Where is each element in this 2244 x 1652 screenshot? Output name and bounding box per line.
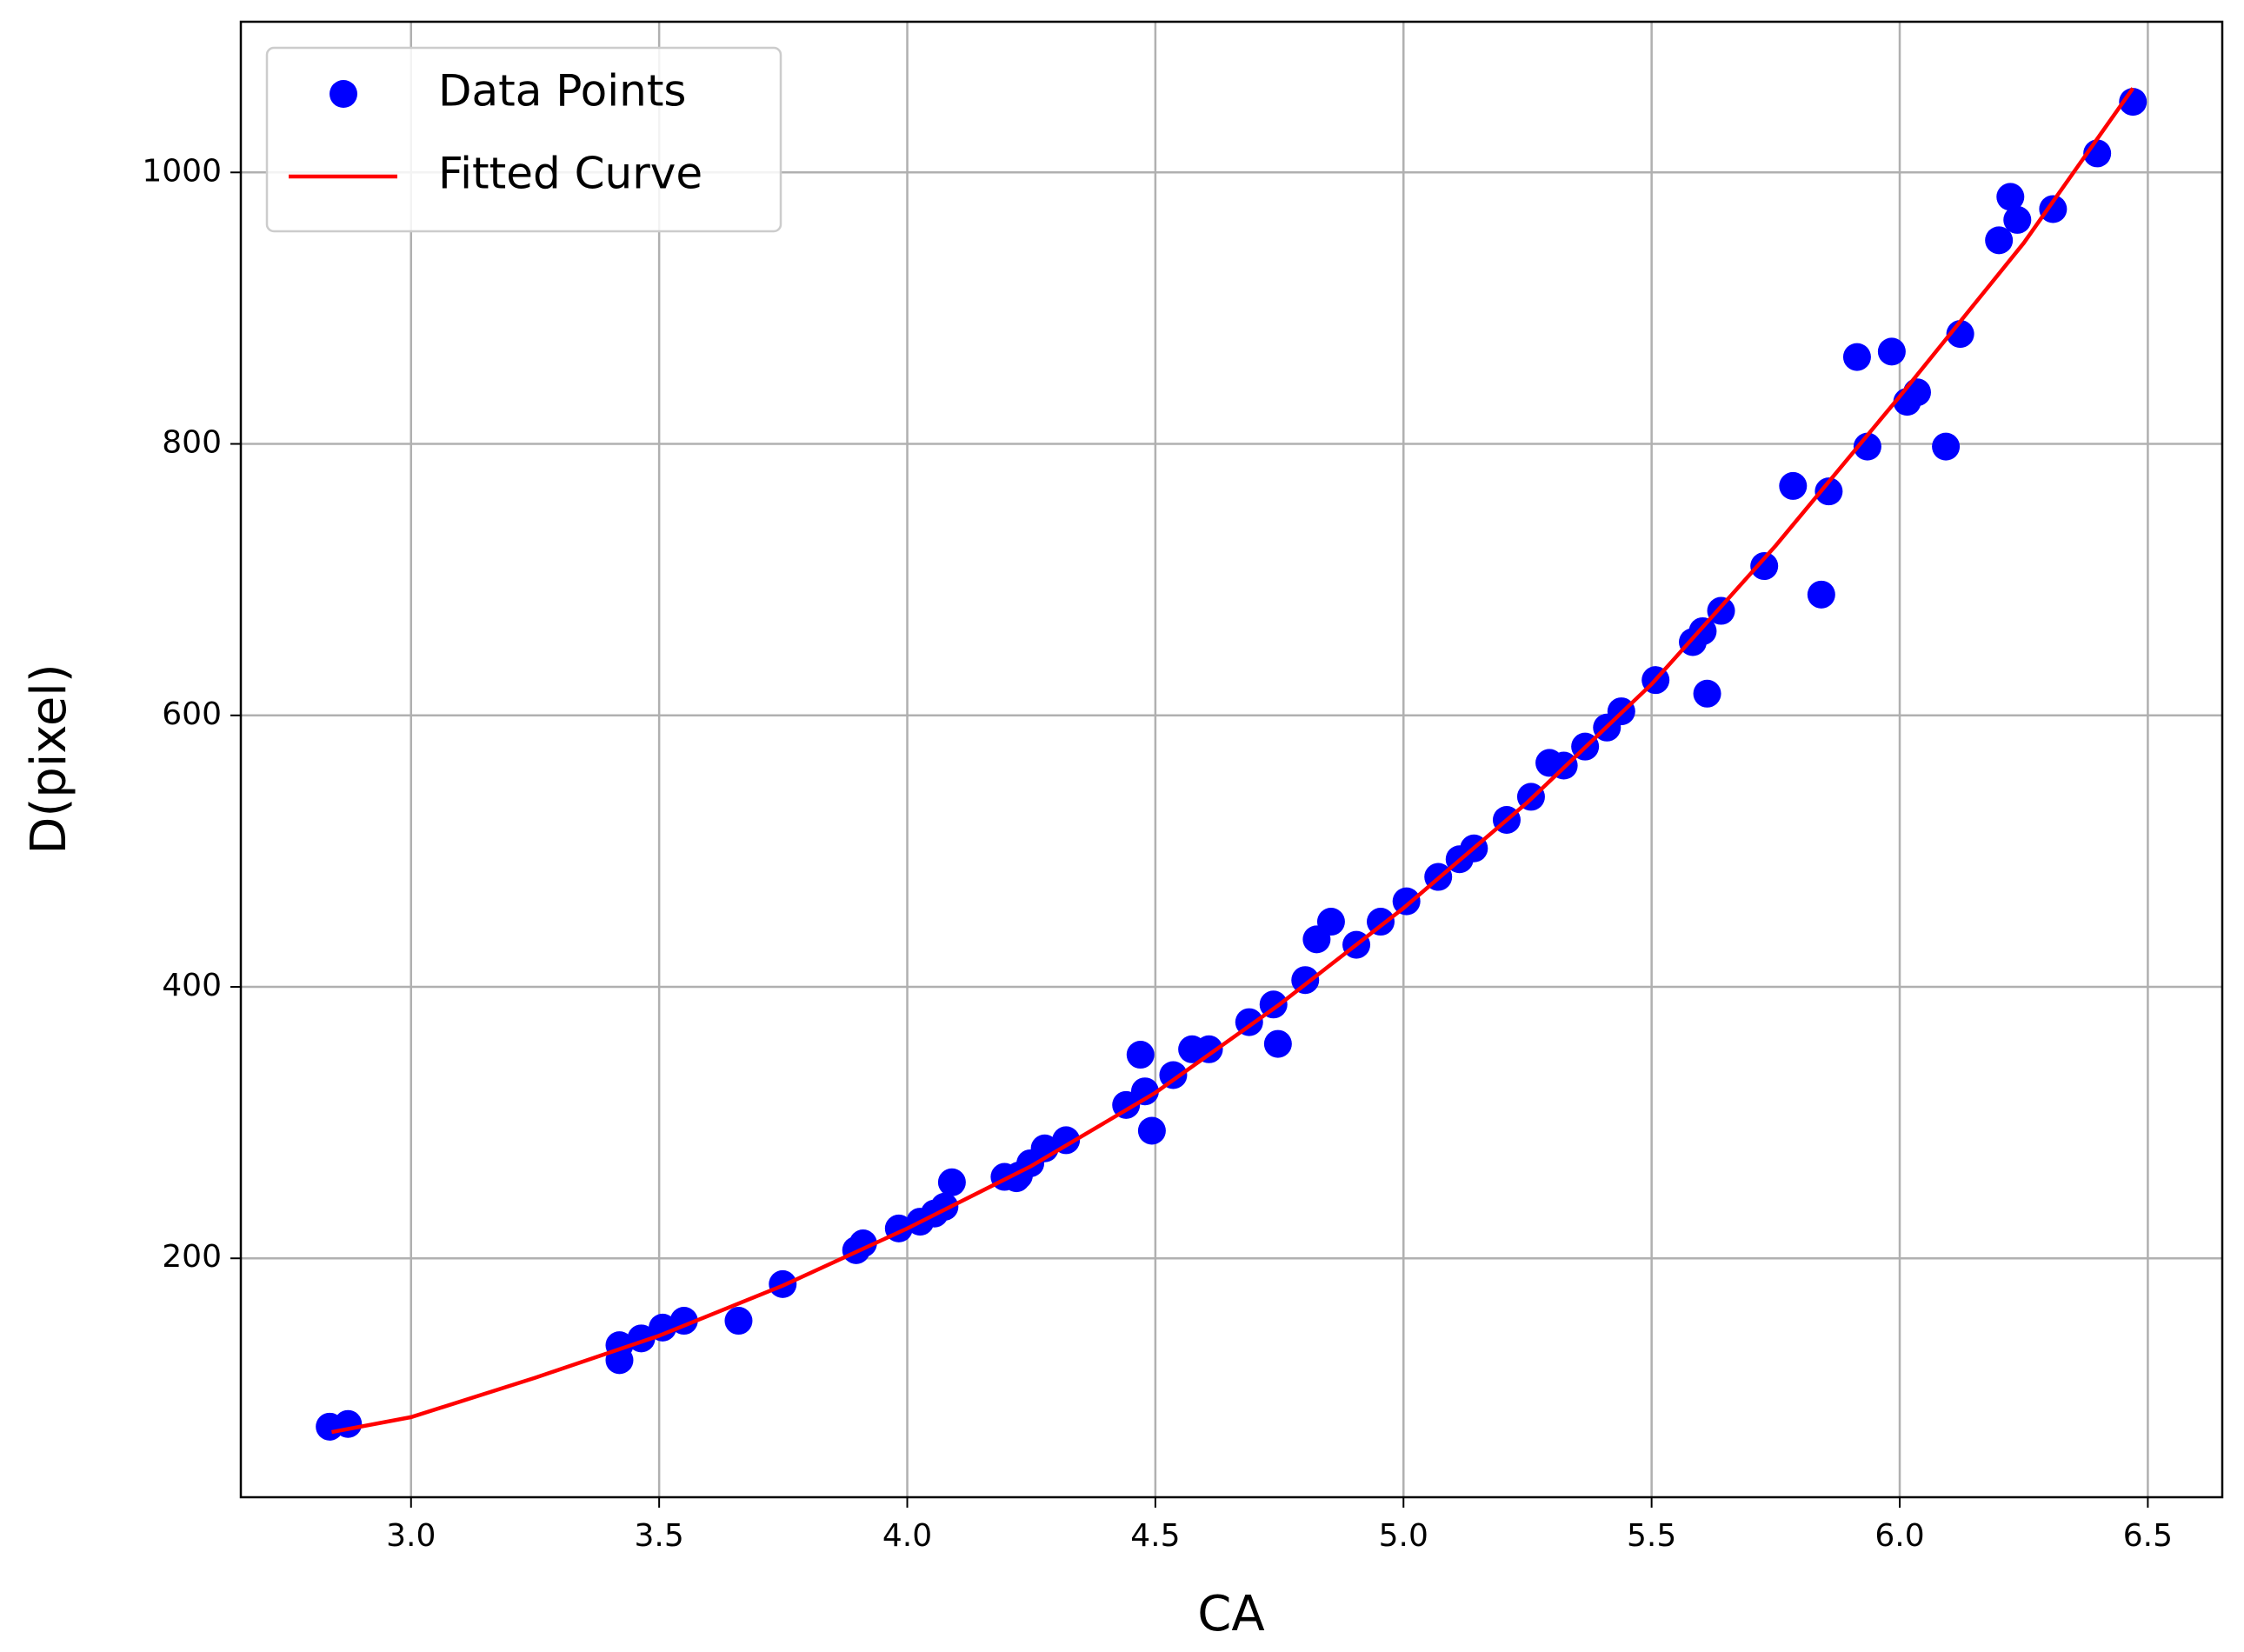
data-point: [1195, 1035, 1223, 1063]
data-point: [1392, 887, 1421, 916]
data-point: [1842, 343, 1871, 371]
y-tick-label: 600: [162, 696, 222, 732]
y-tick-label: 1000: [142, 153, 222, 189]
data-point: [1877, 337, 1906, 366]
x-tick-label: 6.0: [1874, 1518, 1924, 1554]
data-point: [724, 1307, 753, 1336]
x-tick-label: 4.5: [1130, 1518, 1180, 1554]
data-point: [1902, 378, 1931, 407]
data-point: [1985, 226, 2014, 255]
data-point: [1052, 1126, 1081, 1155]
fitted-line: [331, 87, 2135, 1435]
x-tick-label: 3.0: [386, 1518, 436, 1554]
legend-box: [265, 46, 782, 233]
data-point: [937, 1168, 966, 1196]
legend-label: Data Points: [438, 66, 686, 117]
plot-frame: [239, 20, 2224, 1499]
data-point: [1707, 596, 1735, 625]
data-point: [1807, 580, 1835, 609]
legend-label: Fitted Curve: [438, 149, 702, 199]
x-tick-label: 5.5: [1627, 1518, 1676, 1554]
data-point: [1130, 1077, 1159, 1106]
data-point: [1693, 679, 1721, 708]
data-point: [1932, 432, 1961, 461]
data-point: [1815, 477, 1843, 506]
data-point: [1853, 432, 1881, 461]
data-point: [1159, 1061, 1188, 1089]
data-point: [1137, 1116, 1166, 1145]
y-tick-label: 800: [162, 425, 222, 461]
data-point: [1367, 908, 1395, 936]
data-point: [1316, 908, 1345, 936]
legend-marker: [330, 80, 357, 108]
x-tick-label: 6.5: [2123, 1518, 2173, 1554]
data-point: [1996, 183, 2025, 211]
data-point: [1946, 320, 1974, 349]
data-point: [1291, 966, 1320, 995]
plot-area: [316, 87, 2147, 1441]
data-point: [334, 1409, 363, 1438]
y-tick-label: 200: [162, 1239, 222, 1275]
data-point: [649, 1313, 677, 1342]
y-axis-label: D(pixel): [21, 663, 77, 854]
data-point: [1688, 616, 1717, 645]
x-tick-label: 4.0: [882, 1518, 932, 1554]
x-tick-label: 3.5: [635, 1518, 684, 1554]
data-point: [1263, 1029, 1292, 1058]
data-point: [2039, 195, 2068, 223]
data-point: [1126, 1041, 1155, 1069]
data-point: [2003, 205, 2032, 234]
x-axis-label: CA: [1197, 1586, 1264, 1642]
x-tick-label: 5.0: [1379, 1518, 1428, 1554]
data-point: [1750, 552, 1779, 581]
data-point: [1779, 471, 1808, 500]
y-tick-label: 400: [162, 968, 222, 1003]
